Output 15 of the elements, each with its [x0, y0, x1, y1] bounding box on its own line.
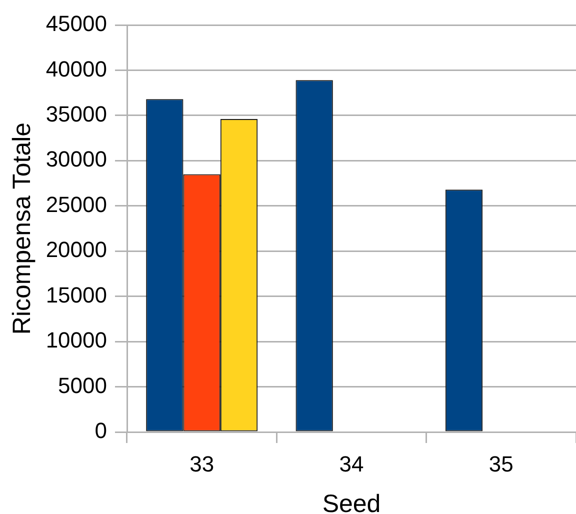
y-tick-label: 5000 — [58, 372, 107, 398]
y-tick-label: 40000 — [46, 56, 107, 82]
y-tick-label: 15000 — [46, 282, 107, 308]
x-tick-label: 33 — [190, 451, 214, 476]
y-tick-label: 35000 — [46, 102, 107, 127]
y-axis-title: Ricompensa Totale — [8, 122, 36, 335]
y-tick-label: 25000 — [46, 192, 107, 217]
y-tick-label: 45000 — [46, 11, 107, 36]
y-tick-label: 10000 — [46, 328, 107, 353]
y-tick-label: 0 — [94, 418, 107, 444]
x-axis-title: Seed — [322, 490, 381, 514]
x-tick-label: 35 — [488, 451, 514, 476]
x-tick-label: 34 — [339, 451, 364, 476]
y-tick-label: 20000 — [46, 237, 107, 262]
y-tick-label: 30000 — [46, 146, 107, 172]
